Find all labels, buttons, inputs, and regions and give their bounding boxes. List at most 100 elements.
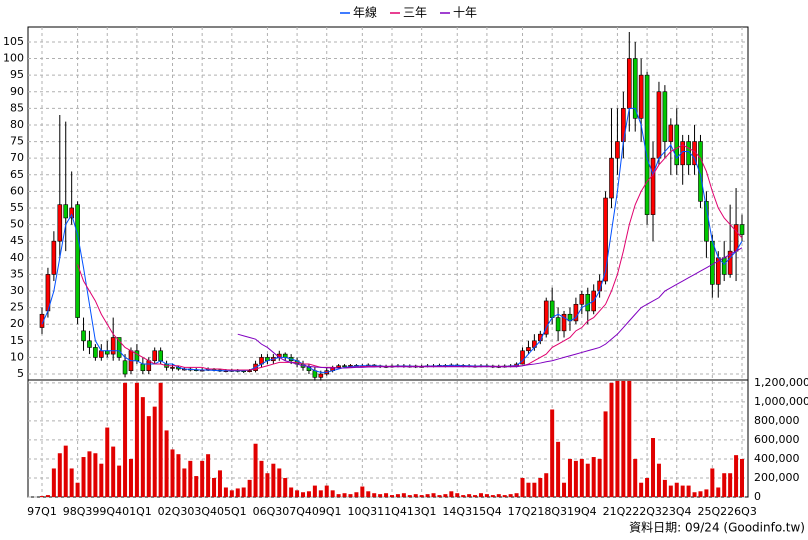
candle-body <box>520 350 525 365</box>
candle-body <box>579 294 585 305</box>
candle-body <box>63 204 69 219</box>
candle-body <box>152 350 158 362</box>
volume-bar <box>698 491 703 497</box>
volume-bar <box>206 454 211 497</box>
candle-body <box>549 300 555 318</box>
volume-bar <box>633 458 638 497</box>
volume-bar <box>45 495 50 497</box>
volume-bar <box>490 495 495 497</box>
y-tick-label: 70 <box>10 151 24 164</box>
volume-bar <box>164 430 169 497</box>
candle-body <box>698 141 703 202</box>
x-tick-label: 05Q1 <box>217 505 247 518</box>
candle-body <box>638 74 644 119</box>
x-tick-label: 23Q4 <box>662 505 692 518</box>
volume-bar <box>265 473 270 497</box>
volume-bar <box>366 491 371 497</box>
x-tick-label: 10Q3 <box>348 505 378 518</box>
candle-body <box>247 370 252 373</box>
volume-bar <box>395 494 400 497</box>
candle-body <box>543 300 549 335</box>
volume-bar <box>158 382 163 497</box>
y-tick-label: 85 <box>10 101 24 114</box>
volume-bar <box>514 493 519 497</box>
candle-body <box>342 365 347 368</box>
candle-body <box>57 204 63 242</box>
volume-bar <box>123 382 128 497</box>
y2-tick-label: 200,000 <box>754 471 800 484</box>
y-tick-label: 75 <box>10 135 24 148</box>
volume-bar <box>473 495 478 497</box>
volume-bar <box>567 458 572 497</box>
volume-bar <box>674 482 679 497</box>
candle-body <box>615 141 620 159</box>
candle-body <box>668 124 674 142</box>
x-tick-label: 18Q3 <box>537 505 567 518</box>
y-tick-label: 80 <box>10 118 24 131</box>
candle-body <box>170 367 175 369</box>
volume-bar <box>372 493 377 497</box>
candle-body <box>621 108 626 142</box>
volume-bar <box>146 416 151 497</box>
y-tick-label: 100 <box>3 52 24 65</box>
volume-bar <box>716 487 721 497</box>
volume-bar <box>277 468 282 497</box>
volume-bar <box>289 487 294 497</box>
volume-bar <box>550 409 555 497</box>
y-tick-label: 10 <box>10 350 24 363</box>
x-tick-label: 09Q1 <box>312 505 342 518</box>
volume-bar <box>128 458 133 497</box>
volume-bar <box>478 493 483 497</box>
y-tick-label: 90 <box>10 85 24 98</box>
volume-bar <box>330 490 335 497</box>
volume-bar <box>194 476 199 497</box>
volume-bar <box>51 468 56 497</box>
volume-bar <box>734 455 739 497</box>
volume-bar <box>378 494 383 497</box>
candle-body <box>93 347 98 358</box>
x-tick-label: 01Q1 <box>122 505 152 518</box>
volume-bar <box>627 380 632 497</box>
volume-bar <box>686 485 691 497</box>
volume-bar <box>235 488 240 497</box>
candle-body <box>733 224 739 252</box>
x-tick-label: 22Q3 <box>632 505 662 518</box>
volume-bar <box>253 443 258 497</box>
volume-bar <box>740 458 744 497</box>
volume-bar <box>247 479 252 497</box>
volume-bar <box>621 380 626 497</box>
volume-bar <box>704 489 709 497</box>
volume-bar <box>324 485 329 497</box>
candle-body <box>146 360 152 372</box>
volume-bar <box>455 493 460 497</box>
candle-body <box>609 157 614 199</box>
volume-bar <box>306 491 311 497</box>
volume-bar <box>87 451 92 497</box>
volume-bar <box>336 494 341 497</box>
volume-bar <box>609 382 614 497</box>
volume-bar <box>419 495 424 497</box>
candle-body <box>87 340 92 348</box>
volume-bar <box>176 454 181 497</box>
candle-body <box>632 58 638 119</box>
x-tick-label: 14Q3 <box>442 505 472 518</box>
x-tick-label: 19Q4 <box>567 505 597 518</box>
y-tick-label: 105 <box>3 35 24 48</box>
y2-tick-label: 800,000 <box>754 414 800 427</box>
volume-bar <box>212 477 217 497</box>
volume-bar <box>200 460 205 497</box>
volume-bar <box>384 493 389 497</box>
candle-body <box>336 365 341 368</box>
volume-bar <box>461 495 466 497</box>
volume-bar <box>295 490 300 497</box>
candle-body <box>526 347 531 352</box>
y-tick-label: 45 <box>10 234 24 247</box>
volume-bar <box>502 495 507 497</box>
volume-bar <box>597 458 602 497</box>
y-tick-label: 65 <box>10 168 24 181</box>
volume-bar <box>390 495 394 497</box>
volume-bar <box>710 468 715 497</box>
volume-bar <box>312 485 317 497</box>
x-tick-label: 13Q1 <box>407 505 437 518</box>
candle-body <box>51 240 57 275</box>
